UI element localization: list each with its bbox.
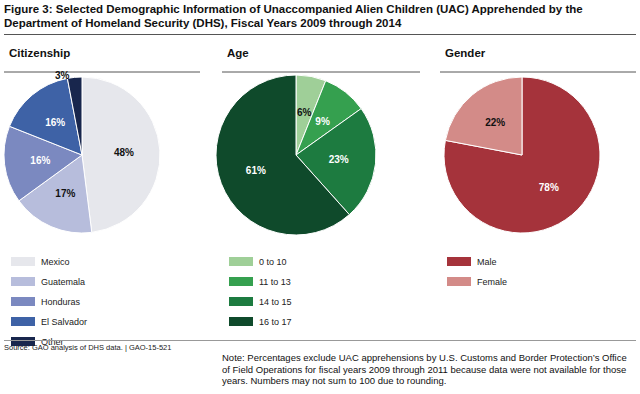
svg-text:Gender: Gender	[445, 47, 486, 59]
svg-text:61%: 61%	[246, 165, 266, 176]
svg-text:6%: 6%	[297, 107, 312, 118]
svg-text:El Salvador: El Salvador	[41, 317, 87, 327]
svg-text:17%: 17%	[55, 188, 75, 199]
svg-text:Guatemala: Guatemala	[41, 277, 85, 287]
svg-text:16%: 16%	[45, 117, 65, 128]
svg-text:3%: 3%	[55, 70, 70, 81]
svg-text:Female: Female	[477, 277, 507, 287]
svg-text:9%: 9%	[315, 116, 330, 127]
svg-text:16%: 16%	[30, 155, 50, 166]
svg-text:11 to 13: 11 to 13	[259, 277, 291, 287]
svg-text:22%: 22%	[485, 117, 505, 128]
svg-text:Male: Male	[477, 257, 497, 267]
svg-text:Citizenship: Citizenship	[9, 47, 70, 59]
svg-text:48%: 48%	[114, 147, 134, 158]
svg-text:0 to 10: 0 to 10	[259, 257, 287, 267]
svg-text:78%: 78%	[539, 182, 559, 193]
svg-text:Mexico: Mexico	[41, 257, 70, 267]
svg-text:14 to 15: 14 to 15	[259, 297, 292, 307]
svg-text:16 to 17: 16 to 17	[259, 317, 292, 327]
svg-text:Honduras: Honduras	[41, 297, 81, 307]
svg-text:23%: 23%	[329, 154, 349, 165]
svg-text:Age: Age	[227, 47, 249, 59]
